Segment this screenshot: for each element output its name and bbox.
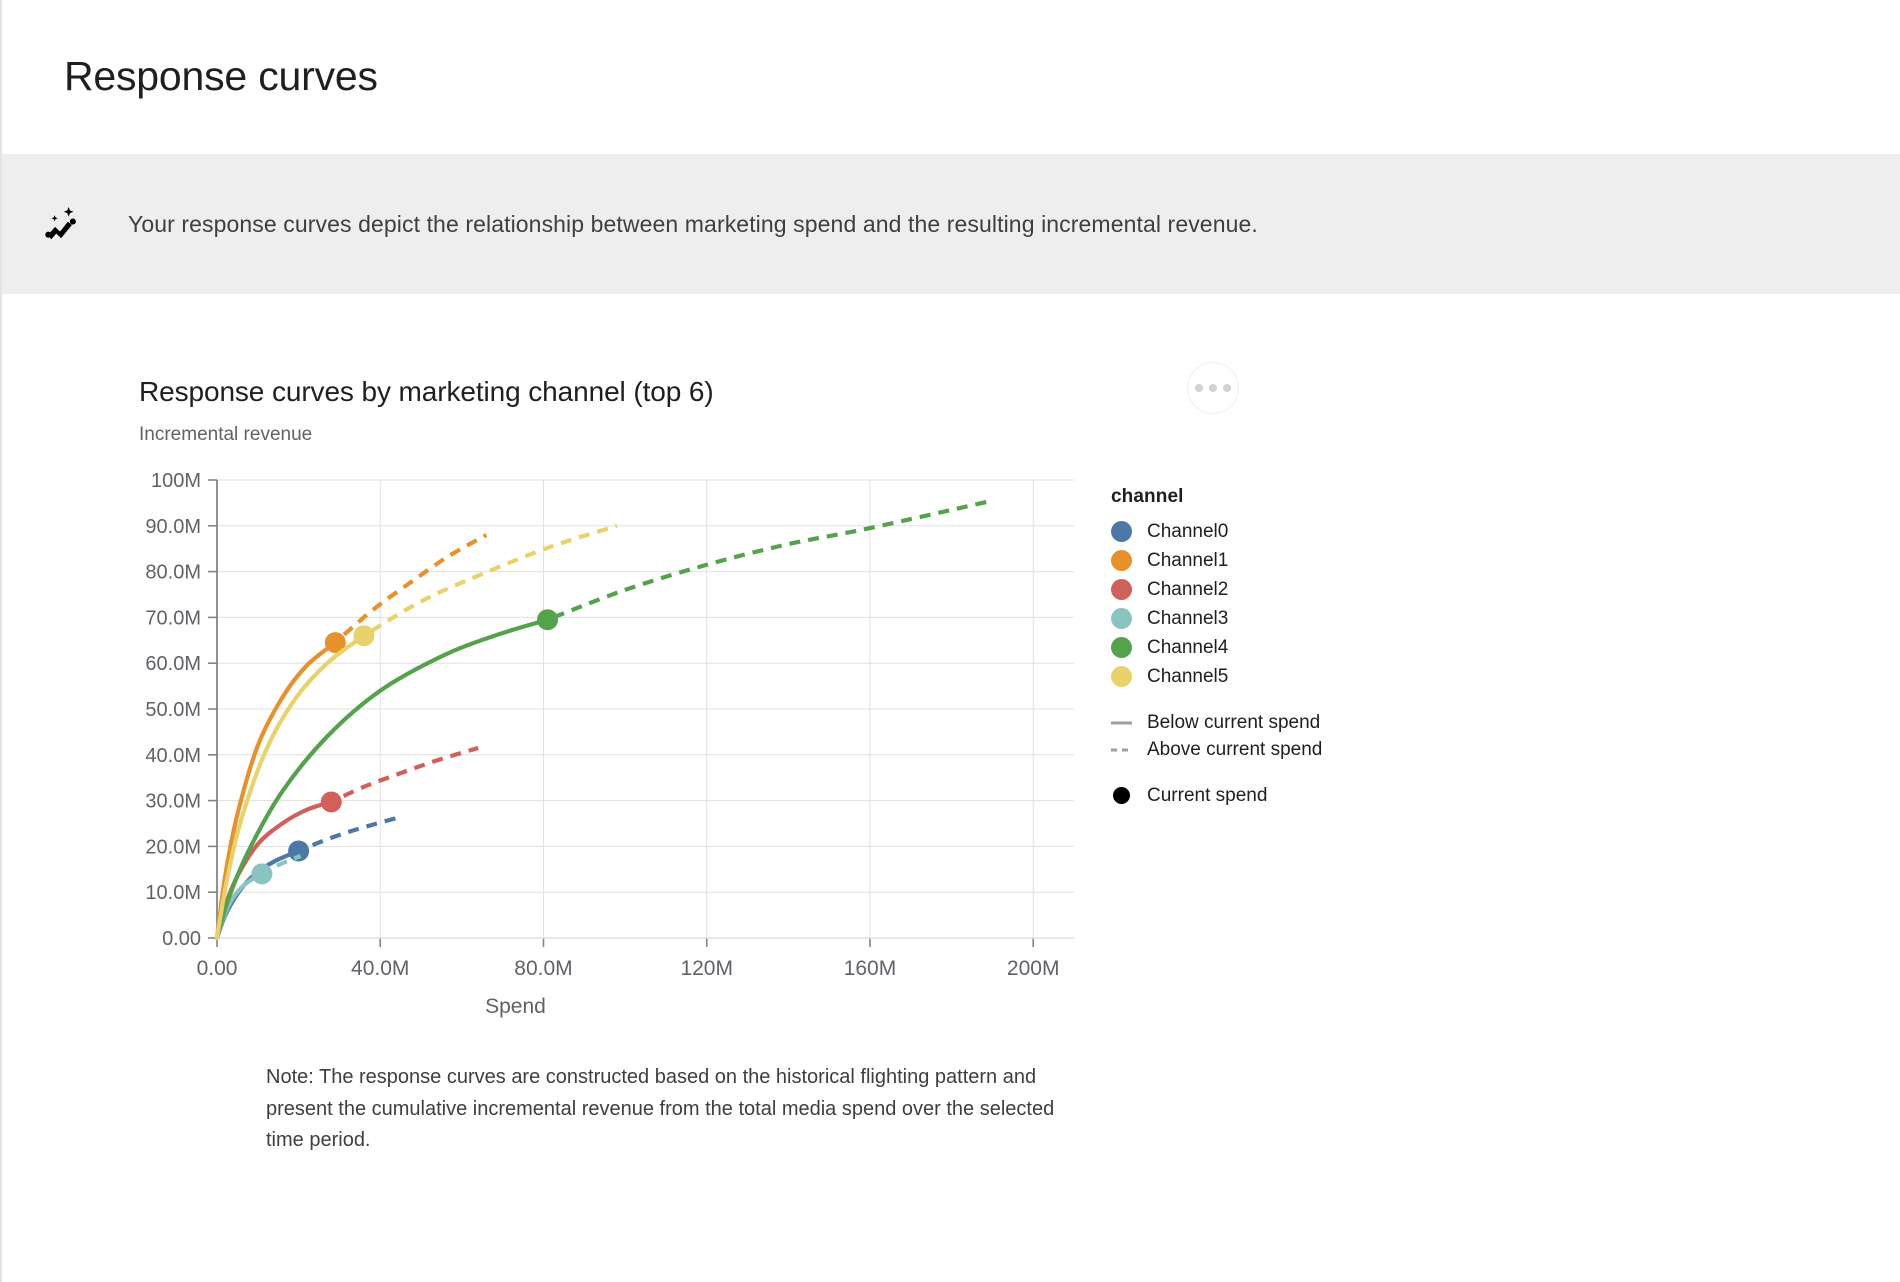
current-spend-marker[interactable] xyxy=(320,791,342,813)
legend-divider-2 xyxy=(1111,763,1411,781)
dashed-line-icon xyxy=(1111,739,1132,760)
y-tick-label: 80.0M xyxy=(145,562,201,584)
current-spend-marker[interactable] xyxy=(353,625,375,647)
y-tick-label: 0.00 xyxy=(162,928,201,950)
legend-swatch-icon xyxy=(1111,579,1132,600)
chart-header: Response curves by marketing channel (to… xyxy=(139,362,1249,446)
x-tick-label: 120M xyxy=(680,957,733,980)
x-axis-title: Spend xyxy=(485,995,546,1018)
legend-item-label: Above current spend xyxy=(1147,738,1323,760)
legend-item-channel5[interactable]: Channel5 xyxy=(1111,662,1411,691)
legend-item-dashed-line[interactable]: Above current spend xyxy=(1111,736,1411,763)
legend-item-channel3[interactable]: Channel3 xyxy=(1111,604,1411,633)
legend-item-label: Channel4 xyxy=(1147,636,1229,658)
insights-sparkle-icon xyxy=(42,201,88,247)
y-tick-label: 50.0M xyxy=(145,699,201,721)
x-tick-label: 160M xyxy=(844,957,897,980)
curve-below-current-spend xyxy=(214,640,338,941)
legend-item-label: Current spend xyxy=(1147,784,1268,806)
y-tick-label: 70.0M xyxy=(145,607,201,629)
curve-above-current-spend xyxy=(357,523,618,641)
curve-above-current-spend xyxy=(330,533,488,648)
response-curves-chart[interactable]: 0.00 10.0M 20.0M 30.0M 40.0M 50.0M 60.0M 70.0M 8… xyxy=(139,468,1299,1028)
current-spend-marker[interactable] xyxy=(251,863,273,885)
current-spend-marker[interactable] xyxy=(288,840,310,862)
legend-item-current-spend[interactable]: Current spend xyxy=(1111,781,1411,810)
response-curves-card: Response curves by marketing channel (to… xyxy=(2,294,1900,1157)
curve-above-current-spend xyxy=(326,745,479,806)
legend-divider xyxy=(1111,691,1411,709)
chart-title: Response curves by marketing channel (to… xyxy=(139,376,714,407)
legend-channel-list: Channel0 Channel1 Channel2 Channel3 Channel4… xyxy=(1111,517,1411,691)
x-tick-label: 200M xyxy=(1007,957,1060,980)
legend-item-channel1[interactable]: Channel1 xyxy=(1111,546,1411,575)
y-tick-label: 90.0M xyxy=(145,516,201,538)
current-spend-marker[interactable] xyxy=(537,609,559,631)
page-header: Response curves xyxy=(2,0,1900,154)
chart-subtitle: Incremental revenue xyxy=(139,424,313,445)
y-tick-label: 30.0M xyxy=(145,791,201,813)
legend-title: channel xyxy=(1111,486,1184,507)
insight-banner: Your response curves depict the relation… xyxy=(2,154,1900,294)
x-tick-label: 40.0M xyxy=(351,957,409,980)
legend-item-label: Channel1 xyxy=(1147,549,1229,571)
legend-item-channel2[interactable]: Channel2 xyxy=(1111,575,1411,604)
legend-item-label: Channel5 xyxy=(1147,665,1229,687)
banner-text: Your response curves depict the relation… xyxy=(128,210,1258,237)
current-spend-marker[interactable] xyxy=(324,632,346,654)
series-channel4[interactable] xyxy=(214,498,993,941)
legend-swatch-icon xyxy=(1111,550,1132,571)
legend-item-label: Channel2 xyxy=(1147,578,1229,600)
x-tick-label: 0.00 xyxy=(197,957,238,980)
y-tick-label: 10.0M xyxy=(145,882,201,904)
chart-note: Note: The response curves are constructe… xyxy=(266,1066,1055,1152)
series-channel1[interactable] xyxy=(214,533,488,941)
y-tick-label: 40.0M xyxy=(145,745,201,767)
curve-below-current-spend xyxy=(214,633,367,941)
y-tick-label: 20.0M xyxy=(145,836,201,858)
solid-line-icon xyxy=(1111,712,1132,733)
legend-item-solid-line[interactable]: Below current spend xyxy=(1111,709,1411,736)
legend-item-label: Channel0 xyxy=(1147,520,1229,542)
legend-swatch-icon xyxy=(1111,521,1132,542)
curve-above-current-spend xyxy=(539,498,993,624)
legend-item-channel0[interactable]: Channel0 xyxy=(1111,517,1411,546)
y-tick-label: 100M xyxy=(151,470,201,492)
legend-item-label: Below current spend xyxy=(1147,711,1321,733)
legend-swatch-icon xyxy=(1111,666,1132,687)
legend-item-channel4[interactable]: Channel4 xyxy=(1111,633,1411,662)
x-tick-label: 80.0M xyxy=(514,957,572,980)
chart-plot-area: 0.00 10.0M 20.0M 30.0M 40.0M 50.0M 60.0M 70.0M 8… xyxy=(139,468,1322,1028)
y-tick-label: 60.0M xyxy=(145,653,201,675)
page-title: Response curves xyxy=(64,53,378,100)
more-options-icon[interactable] xyxy=(1187,362,1239,414)
series-channel0[interactable] xyxy=(214,815,398,941)
legend-swatch-icon xyxy=(1111,637,1132,658)
legend-item-label: Channel3 xyxy=(1147,607,1229,629)
legend-swatch-icon xyxy=(1111,608,1132,629)
legend-style-list: Below current spend Above current spend xyxy=(1111,709,1411,763)
current-spend-dot-icon xyxy=(1111,785,1132,806)
chart-legend: channel Channel0 Channel1 Channel2 Channel3… xyxy=(1111,486,1411,810)
curve-below-current-spend xyxy=(214,617,550,941)
series-channel5[interactable] xyxy=(214,523,618,941)
